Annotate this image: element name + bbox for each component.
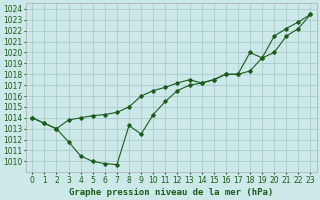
X-axis label: Graphe pression niveau de la mer (hPa): Graphe pression niveau de la mer (hPa) [69, 188, 274, 197]
